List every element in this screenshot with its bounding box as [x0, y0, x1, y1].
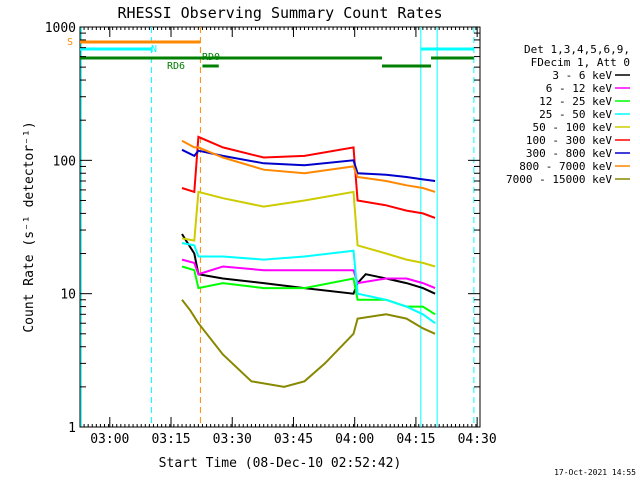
y-tick-label-3: 1000: [45, 21, 76, 36]
legend-label-3: 25 - 50 keV: [539, 108, 612, 121]
x-tick-label-5: 04:15: [396, 432, 435, 447]
x-tick-label-1: 03:15: [151, 432, 190, 447]
series-line-5: [181, 135, 436, 219]
legend-label-6: 300 - 800 keV: [526, 147, 612, 160]
series-line-4: [181, 190, 436, 268]
series-line-6: [181, 148, 436, 182]
legend-header-line-2: FDecim 1, Att 0: [531, 56, 630, 69]
legend-label-2: 12 - 25 keV: [539, 95, 612, 108]
chart-title: RHESSI Observing Summary Count Rates: [117, 4, 442, 22]
state-label-s: S: [67, 37, 73, 48]
legend: Det 1,3,4,5,6,9, FDecim 1, Att 0 3 - 6 k…: [506, 43, 630, 186]
x-tick-label-2: 03:30: [213, 432, 252, 447]
x-tick-label-0: 03:00: [90, 432, 129, 447]
legend-header-line-1: Det 1,3,4,5,6,9,: [524, 43, 630, 56]
series-line-0: [181, 233, 436, 295]
legend-label-5: 100 - 300 keV: [526, 134, 612, 147]
y-tick-label-1: 10: [60, 288, 76, 303]
x-axis: 03:00 03:15 03:30 03:45 04:00 04:15 04:30: [79, 27, 497, 447]
series-line-2: [181, 265, 436, 316]
series-line-8: [181, 299, 436, 388]
series-line-7: [181, 139, 436, 193]
footer-timestamp: 17-Oct-2021 14:55: [554, 468, 636, 477]
x-tick-label-3: 03:45: [274, 432, 313, 447]
legend-label-1: 6 - 12 keV: [546, 82, 613, 95]
state-bars: S N RD0 RD6: [67, 37, 474, 72]
series-line-1: [181, 258, 436, 290]
y-tick-label-2: 100: [53, 154, 76, 169]
plot-area: S N RD0 RD6: [67, 26, 481, 428]
x-tick-label-6: 04:30: [458, 432, 497, 447]
legend-label-7: 800 - 7000 keV: [519, 160, 612, 173]
x-axis-label: Start Time (08-Dec-10 02:52:42): [159, 456, 402, 471]
legend-label-4: 50 - 100 keV: [533, 121, 613, 134]
series-lines: [181, 135, 436, 388]
series-line-3: [181, 242, 436, 325]
y-tick-label-0: 1: [68, 421, 76, 436]
state-label-rd6: RD6: [167, 61, 185, 72]
vertical-markers: [80, 27, 475, 427]
legend-label-0: 3 - 6 keV: [552, 69, 612, 82]
x-tick-label-4: 04:00: [335, 432, 374, 447]
state-label-n: N: [151, 44, 157, 55]
state-label-rd0: RD0: [202, 52, 220, 63]
plot-frame: [79, 26, 481, 428]
legend-label-8: 7000 - 15000 keV: [506, 173, 612, 186]
y-axis: 1 10 100 1000: [45, 21, 480, 436]
y-axis-label: Count Rate (s⁻¹ detector⁻¹): [22, 121, 37, 332]
